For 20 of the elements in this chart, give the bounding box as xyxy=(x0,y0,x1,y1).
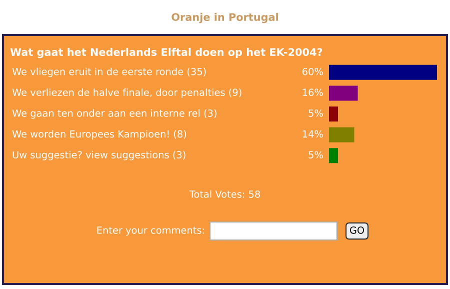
data-label: 16% xyxy=(302,88,323,96)
text: Oranje in Portugal xyxy=(172,12,278,24)
data-label: 60% xyxy=(302,68,323,76)
bar xyxy=(329,86,358,101)
text: GO xyxy=(350,226,364,234)
text: Enter your comments: xyxy=(97,226,204,236)
y-tick-label: Uw suggestie? view suggestions (3) xyxy=(12,150,186,160)
bar xyxy=(329,148,338,164)
data-label: 5% xyxy=(308,151,323,158)
y-tick-label: We verliezen de halve finale, door penalties (9) xyxy=(12,88,242,98)
bar xyxy=(329,127,354,142)
text: Total Votes: 58 xyxy=(189,190,260,198)
text: Wat gaat het Nederlands Elftal doen op het EK-2004? xyxy=(10,48,322,58)
y-tick-label: We worden Europees Kampioen! (8) xyxy=(12,130,186,140)
bar xyxy=(329,64,437,80)
bar xyxy=(329,106,338,122)
data-label: 14% xyxy=(302,130,323,138)
y-tick-label: We gaan ten onder aan een interne rel (3) xyxy=(12,109,216,119)
y-tick-label: We vliegen eruit in de eerste ronde (35) xyxy=(12,68,206,78)
data-label: 5% xyxy=(308,109,323,117)
